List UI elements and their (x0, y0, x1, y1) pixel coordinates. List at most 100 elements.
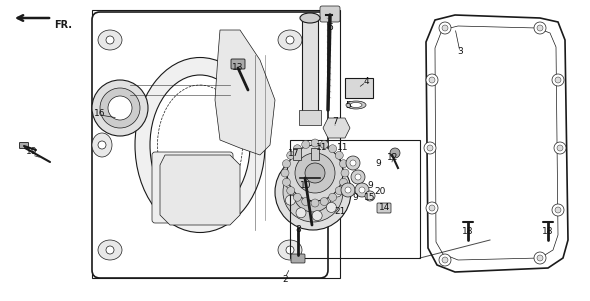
Circle shape (339, 178, 348, 186)
Circle shape (346, 156, 360, 170)
Circle shape (537, 25, 543, 31)
Text: 4: 4 (363, 77, 369, 86)
Circle shape (301, 141, 310, 148)
FancyBboxPatch shape (152, 152, 233, 223)
Ellipse shape (278, 240, 302, 260)
FancyBboxPatch shape (291, 254, 305, 263)
Circle shape (326, 172, 336, 182)
Polygon shape (426, 15, 568, 272)
Text: 3: 3 (457, 48, 463, 57)
Ellipse shape (300, 13, 320, 23)
Circle shape (106, 246, 114, 254)
Circle shape (427, 145, 433, 151)
Circle shape (283, 178, 290, 186)
Circle shape (341, 183, 355, 197)
Polygon shape (160, 155, 240, 225)
Circle shape (287, 145, 343, 201)
Circle shape (534, 252, 546, 264)
Circle shape (286, 195, 296, 205)
Circle shape (92, 80, 148, 136)
Circle shape (426, 202, 438, 214)
Text: 21: 21 (335, 207, 346, 216)
Circle shape (320, 141, 328, 148)
Bar (290, 140, 420, 258)
Circle shape (286, 246, 294, 254)
Circle shape (555, 77, 561, 83)
Circle shape (303, 182, 323, 202)
Text: 14: 14 (379, 203, 391, 212)
Circle shape (312, 211, 322, 221)
FancyBboxPatch shape (92, 12, 328, 278)
Ellipse shape (98, 30, 122, 50)
Ellipse shape (92, 133, 112, 157)
Circle shape (108, 96, 132, 120)
Text: 12: 12 (387, 153, 399, 162)
Circle shape (100, 88, 140, 128)
Bar (311, 148, 319, 160)
Circle shape (283, 160, 290, 168)
Circle shape (429, 205, 435, 211)
Circle shape (424, 142, 436, 154)
Circle shape (350, 160, 356, 166)
Text: 15: 15 (364, 194, 376, 203)
Text: 10: 10 (300, 181, 312, 190)
Text: 17: 17 (289, 150, 300, 159)
Text: 18: 18 (462, 228, 474, 237)
FancyBboxPatch shape (231, 59, 245, 69)
Circle shape (355, 183, 369, 197)
Text: 2: 2 (282, 275, 288, 284)
FancyBboxPatch shape (320, 6, 340, 22)
Circle shape (552, 204, 564, 216)
Text: 16: 16 (94, 108, 106, 117)
Circle shape (439, 254, 451, 266)
Circle shape (106, 36, 114, 44)
Circle shape (339, 160, 348, 168)
Text: 6: 6 (327, 23, 333, 33)
Circle shape (429, 77, 435, 83)
Ellipse shape (346, 101, 366, 109)
Circle shape (442, 25, 448, 31)
Ellipse shape (150, 75, 250, 215)
Circle shape (359, 187, 365, 193)
Circle shape (293, 145, 301, 153)
Text: FR.: FR. (54, 20, 72, 30)
Circle shape (335, 151, 343, 159)
Circle shape (345, 187, 351, 193)
Circle shape (534, 22, 546, 34)
Polygon shape (323, 118, 350, 138)
Circle shape (295, 153, 335, 193)
Circle shape (365, 191, 375, 201)
Circle shape (554, 142, 566, 154)
Circle shape (355, 174, 361, 180)
Text: 5: 5 (345, 101, 351, 110)
Circle shape (341, 169, 349, 177)
Circle shape (281, 169, 289, 177)
Text: 9: 9 (352, 193, 358, 201)
Text: 13: 13 (232, 64, 244, 73)
Bar (299, 110, 321, 125)
Text: 7: 7 (332, 117, 338, 126)
Bar (302, 18, 318, 123)
Text: 8: 8 (295, 225, 301, 234)
Bar (92, 10, 340, 278)
Circle shape (426, 74, 438, 86)
Circle shape (283, 162, 343, 222)
Circle shape (286, 36, 294, 44)
Circle shape (311, 199, 319, 207)
Circle shape (351, 170, 365, 184)
FancyBboxPatch shape (19, 142, 28, 148)
Text: 18: 18 (542, 228, 554, 237)
Ellipse shape (278, 30, 302, 50)
Text: 19: 19 (26, 147, 38, 157)
Circle shape (98, 141, 106, 149)
Bar (293, 148, 301, 160)
Text: 11: 11 (337, 144, 349, 153)
Text: 9: 9 (375, 159, 381, 167)
Circle shape (329, 193, 337, 201)
Bar (345, 78, 373, 98)
Ellipse shape (350, 103, 362, 107)
Circle shape (296, 208, 306, 218)
Circle shape (555, 207, 561, 213)
Circle shape (293, 172, 333, 212)
Circle shape (287, 187, 295, 195)
